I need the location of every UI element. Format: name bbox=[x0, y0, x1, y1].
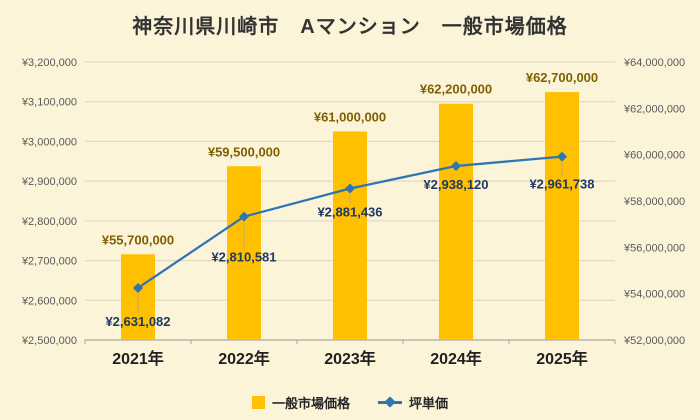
legend-label-market-price: 一般市場価格 bbox=[271, 396, 350, 411]
line-marker-diamond bbox=[345, 183, 355, 194]
chart-title: 神奈川県川崎市 Aマンション 一般市場価格 bbox=[132, 16, 568, 38]
bar-data-label: ¥55,700,000 bbox=[102, 232, 174, 247]
left-axis-tick-label: ¥2,700,000 bbox=[21, 256, 77, 268]
bar bbox=[545, 92, 579, 340]
line-marker-diamond bbox=[451, 161, 461, 172]
bar-data-label: ¥61,000,000 bbox=[314, 110, 386, 125]
line-data-label: ¥2,938,120 bbox=[423, 177, 488, 192]
right-axis-tick-label: ¥54,000,000 bbox=[623, 289, 685, 301]
line-data-label: ¥2,631,082 bbox=[105, 314, 170, 329]
bar-series-swatch-icon bbox=[251, 396, 265, 409]
left-axis-tick-label: ¥3,200,000 bbox=[21, 57, 77, 69]
x-axis-category-label: 2023年 bbox=[324, 349, 376, 368]
line-data-label: ¥2,961,738 bbox=[529, 177, 594, 192]
x-axis-category-label: 2021年 bbox=[112, 349, 164, 368]
right-axis-tick-label: ¥58,000,000 bbox=[623, 196, 685, 208]
bar-data-label: ¥62,700,000 bbox=[526, 70, 598, 85]
line-data-label: ¥2,881,436 bbox=[317, 205, 382, 220]
legend-label-tsubo-price: 坪単価 bbox=[409, 396, 449, 411]
legend: 一般市場価格 坪単価 bbox=[0, 393, 700, 412]
diamond-marker-icon bbox=[384, 396, 396, 408]
line-marker-diamond bbox=[239, 211, 249, 222]
right-axis-tick-label: ¥62,000,000 bbox=[623, 103, 685, 115]
left-axis-tick-label: ¥2,600,000 bbox=[21, 295, 77, 307]
legend-item-tsubo-price: 坪単価 bbox=[378, 393, 448, 412]
line-marker-diamond bbox=[133, 282, 143, 293]
legend-item-market-price: 一般市場価格 bbox=[251, 393, 350, 412]
x-axis-category-label: 2022年 bbox=[218, 349, 270, 368]
left-axis-tick-label: ¥3,100,000 bbox=[21, 97, 77, 109]
x-axis-category-label: 2025年 bbox=[536, 349, 588, 368]
bar bbox=[439, 103, 473, 340]
bar-data-label: ¥62,200,000 bbox=[420, 82, 492, 97]
chart-plot-area: ¥3,200,000 ¥3,100,000 ¥3,000,000 ¥2,900,000… bbox=[21, 57, 685, 368]
right-axis-tick-label: ¥52,000,000 bbox=[623, 335, 685, 347]
line-series-swatch-icon bbox=[378, 396, 402, 408]
left-axis-tick-label: ¥3,000,000 bbox=[21, 136, 77, 148]
left-axis-tick-label: ¥2,800,000 bbox=[21, 216, 77, 228]
left-axis-tick-label: ¥2,500,000 bbox=[21, 335, 77, 347]
bar-data-label: ¥59,500,000 bbox=[208, 144, 280, 159]
line-marker-diamond bbox=[557, 151, 567, 162]
line-data-label: ¥2,810,581 bbox=[211, 250, 276, 265]
right-axis-tick-label: ¥60,000,000 bbox=[623, 150, 685, 162]
bar bbox=[227, 166, 261, 340]
x-axis-category-label: 2024年 bbox=[430, 349, 482, 368]
bar bbox=[333, 131, 367, 340]
right-axis-tick-label: ¥56,000,000 bbox=[623, 242, 685, 254]
left-axis-tick-label: ¥2,900,000 bbox=[21, 176, 77, 188]
right-axis-tick-label: ¥64,000,000 bbox=[623, 57, 685, 69]
